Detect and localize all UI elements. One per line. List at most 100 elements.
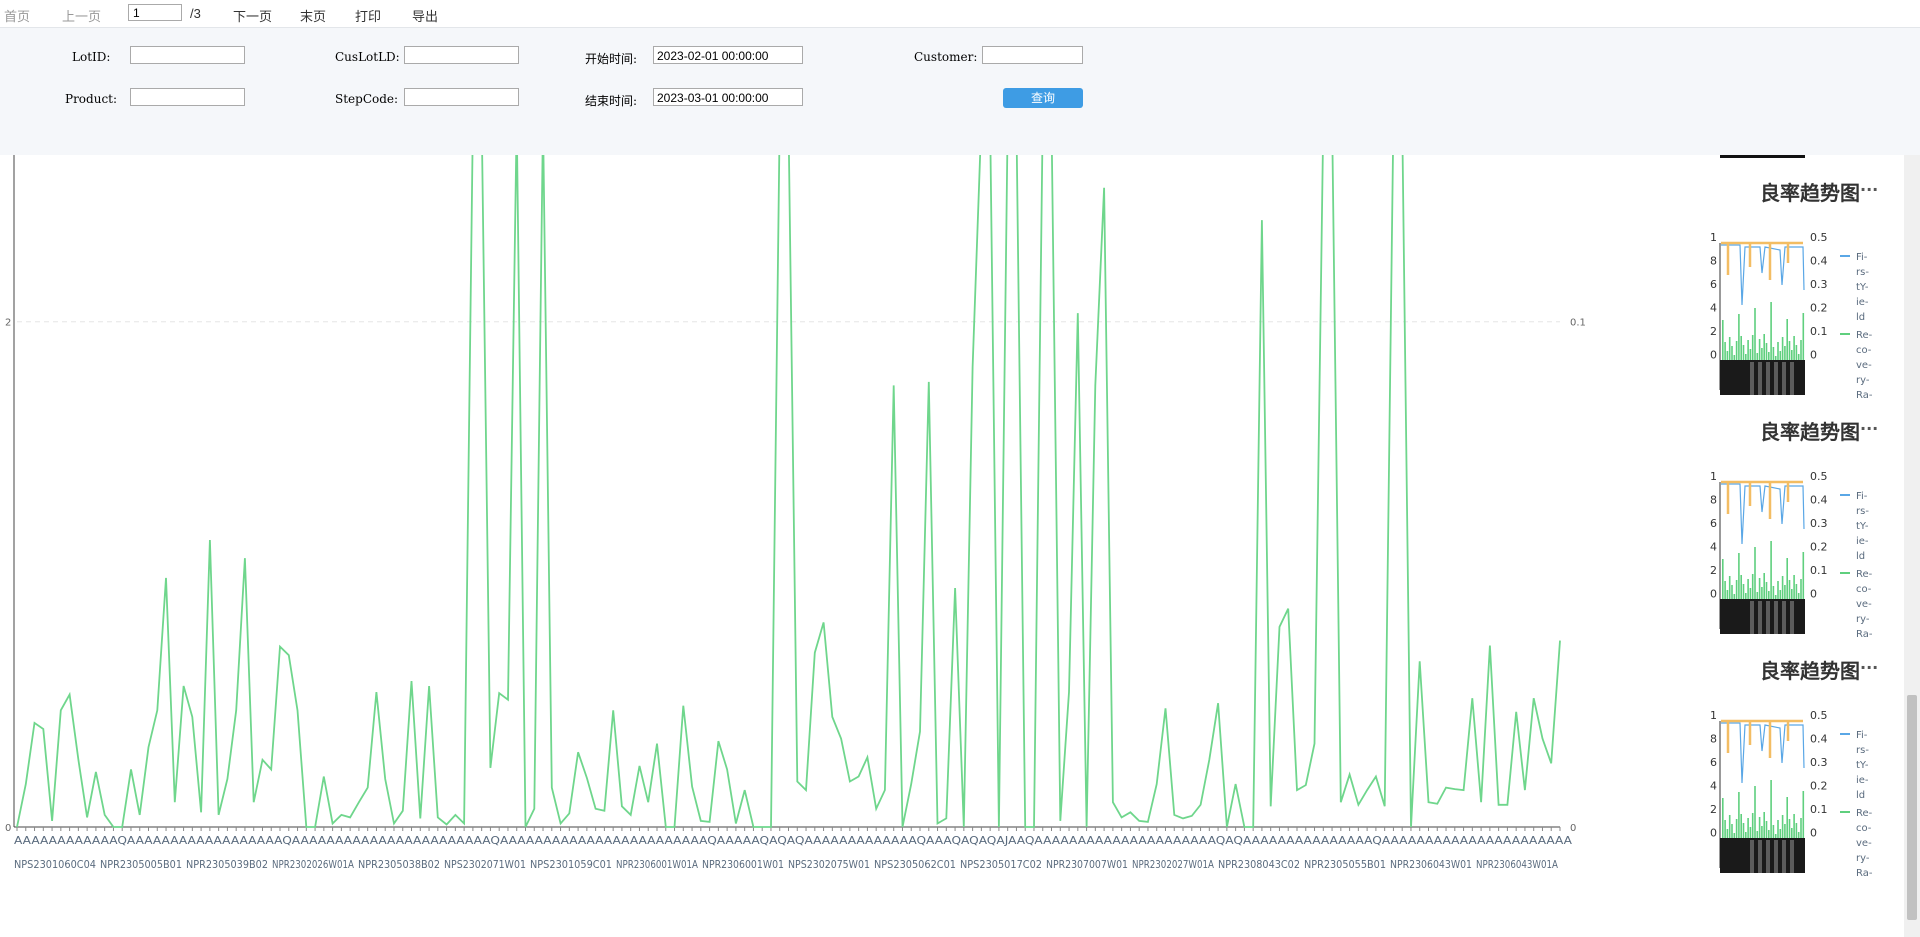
cuslotid-input[interactable]	[404, 46, 519, 64]
first-page[interactable]: 首页	[4, 9, 31, 24]
thumb-bar	[1788, 341, 1791, 360]
thumb-bar	[1779, 590, 1782, 599]
thumb-bar	[1797, 832, 1800, 838]
export[interactable]: 导出	[412, 9, 439, 24]
label: CusLotLD:	[335, 50, 400, 64]
legend-text: ld	[1856, 551, 1865, 562]
lotid-input[interactable]	[130, 46, 245, 64]
panel-title: 良率趋势图	[1760, 420, 1860, 444]
thumb-line	[1721, 483, 1805, 545]
end-input[interactable]: 2023-03-01 00:00:00	[653, 88, 803, 106]
thumb-bar	[1742, 345, 1745, 360]
thumb-bar	[1768, 352, 1770, 360]
thumb-bar	[1774, 356, 1777, 360]
thumb-y-label: 1	[1710, 470, 1717, 483]
panel: 良率趋势图 ··· 1 8 6 4 2 0 0.5 0.4 0.3 0.2 0.1 0 Fi-rs-tY-i…	[1710, 180, 1878, 401]
thumb-y2-label: 0.3	[1810, 517, 1828, 530]
label: StepCode:	[335, 92, 399, 106]
thumb-bar	[1742, 823, 1745, 838]
thumb-bar	[1740, 575, 1742, 599]
more-button[interactable]: ···	[1860, 419, 1878, 438]
thumb-y-label: 1	[1710, 231, 1717, 244]
main-chart: 0 2 0 0.1 AAAAAAAAAAAAQAAAAAAAAAAAAAAAAAAQAA…	[5, 155, 1586, 871]
thumb-bar	[1724, 342, 1726, 360]
legend-text: Ra-	[1856, 629, 1873, 640]
print[interactable]: 打印	[355, 9, 382, 24]
thumb-y-label: 0	[1710, 349, 1717, 362]
scroll-thumb[interactable]	[1907, 695, 1917, 920]
thumb-bar	[1765, 582, 1768, 599]
thumb-bar	[1791, 828, 1793, 838]
next-page[interactable]: 下一页	[233, 9, 273, 24]
thumb-bar	[1728, 815, 1731, 838]
legend-text: ry-	[1856, 375, 1870, 386]
thumb-bar	[1731, 824, 1733, 838]
thumb-bar	[1726, 590, 1729, 599]
last-page[interactable]: 末页	[300, 9, 327, 24]
query-button[interactable]: 查询	[1003, 88, 1083, 108]
legend-text: ie-	[1856, 775, 1869, 786]
thumb-bar	[1731, 585, 1733, 599]
legend-text: Fi-	[1856, 491, 1868, 502]
thumb-bar	[1761, 826, 1763, 838]
legend-text: rs-	[1856, 745, 1869, 756]
thumb-bar	[1728, 576, 1731, 599]
thumb-y-label: 6	[1710, 278, 1717, 291]
thumb-bar	[1797, 593, 1800, 599]
thumb-bar	[1751, 335, 1754, 360]
legend-text: ve-	[1856, 599, 1872, 610]
x-tick-label: NPR2302026W01A	[272, 858, 354, 871]
thumb-line	[1721, 244, 1805, 306]
thumb-bar	[1786, 558, 1788, 599]
thumb-bar	[1761, 587, 1763, 599]
thumb-y-label: 4	[1710, 780, 1717, 793]
thumb-xlabel	[1782, 840, 1786, 873]
thumb-bar	[1770, 541, 1772, 599]
thumb-xlabel	[1766, 362, 1770, 395]
thumb-y2-label: 0	[1810, 349, 1817, 362]
x-tick-label: NPS2305062C01	[874, 858, 956, 871]
panel: 良率趋势图 ··· 1 8 6 4 2 0 0.5 0.4 0.3 0.2 0.1 0 Fi-rs-tY-i…	[1710, 658, 1878, 879]
legend-text: ld	[1856, 790, 1865, 801]
y2-tick-label: 0	[1570, 823, 1576, 834]
customer-input[interactable]	[982, 46, 1083, 64]
thumb-bar	[1802, 313, 1805, 360]
legend-text: Fi-	[1856, 730, 1868, 741]
thumb-bar	[1738, 553, 1740, 599]
thumb-xlabel	[1782, 601, 1786, 634]
thumb-bar	[1788, 819, 1791, 838]
label: 开始时间:	[585, 52, 638, 66]
thumb-bar	[1745, 593, 1747, 599]
thumb-bar	[1733, 355, 1736, 360]
legend-text: Ra-	[1856, 868, 1873, 879]
thumb-line	[1721, 722, 1805, 784]
thumb-xlabel	[1774, 362, 1778, 395]
product-input[interactable]	[130, 88, 245, 106]
x-tick-label: NPR2308043C02	[1218, 858, 1300, 871]
label: LotID:	[72, 50, 111, 64]
start-input[interactable]: 2023-02-01 00:00:00	[653, 46, 803, 64]
thumb-bar	[1784, 346, 1786, 360]
thumb-bar	[1786, 797, 1788, 838]
thumb-bar	[1724, 820, 1726, 838]
thumb-bar	[1749, 827, 1752, 838]
thumb-xlabel	[1758, 601, 1762, 634]
thumb-bar	[1749, 588, 1752, 599]
more-button[interactable]: ···	[1860, 180, 1878, 199]
thumb-bar	[1742, 584, 1745, 599]
panel-title: 良率趋势图	[1760, 181, 1860, 205]
thumb-bar	[1793, 336, 1795, 360]
page-input[interactable]	[128, 4, 182, 21]
x-tick-label: NPR2305005B01	[100, 858, 182, 871]
thumb-bar	[1722, 798, 1724, 838]
x-tick-label: NPS2301060C04	[14, 858, 96, 871]
more-button[interactable]: ···	[1860, 658, 1878, 677]
x-top-row: AAAAAAAAAAAAQAAAAAAAAAAAAAAAAAAQAAAAAAAA…	[14, 834, 1573, 847]
legend-text: Re-	[1856, 330, 1873, 341]
stepcode-input[interactable]	[404, 88, 519, 106]
legend-text: ie-	[1856, 536, 1869, 547]
thumb-bar	[1765, 343, 1768, 360]
thumb-bar	[1756, 592, 1759, 599]
prev-page[interactable]: 上一页	[62, 9, 102, 24]
thumb-xlabel	[1790, 601, 1794, 634]
